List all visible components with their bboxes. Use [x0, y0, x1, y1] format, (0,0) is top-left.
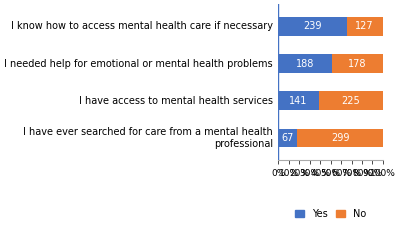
Bar — [298, 129, 383, 147]
Text: 127: 127 — [356, 21, 374, 31]
Text: 239: 239 — [303, 21, 322, 31]
Bar — [278, 92, 319, 110]
Text: 141: 141 — [289, 96, 308, 106]
Text: 299: 299 — [331, 133, 350, 143]
Bar — [332, 54, 383, 73]
Text: 188: 188 — [296, 59, 314, 69]
Text: 178: 178 — [348, 59, 367, 69]
Bar — [319, 92, 383, 110]
Bar — [278, 129, 298, 147]
Legend: Yes, No: Yes, No — [295, 209, 366, 219]
Bar — [347, 17, 383, 36]
Text: 67: 67 — [282, 133, 294, 143]
Text: 225: 225 — [341, 96, 360, 106]
Bar — [278, 54, 332, 73]
Bar — [278, 17, 347, 36]
